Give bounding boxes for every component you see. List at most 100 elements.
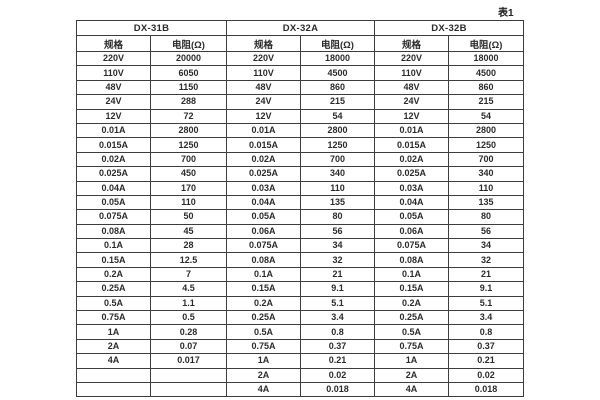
table-cell: 0.04A xyxy=(76,180,151,196)
table-cell: 48V xyxy=(226,79,301,96)
table-row: 0.05A 110 0.04A 135 0.04A 135 xyxy=(76,194,524,211)
table-cell: 48V xyxy=(374,79,449,96)
table-cell: 5.1 xyxy=(300,295,375,312)
table-cell: 0.37 xyxy=(448,338,524,355)
table-row: 0.08A 45 0.06A 56 0.06A 56 xyxy=(76,223,524,240)
table-row: 0.25A 4.5 0.15A 9.1 0.15A 9.1 xyxy=(76,281,524,297)
table-cell: 34 xyxy=(300,238,375,254)
group-header-dx32b: DX-32B xyxy=(374,20,524,36)
sub-header-row: 规格 电阻(Ω) 规格 电阻(Ω) 规格 电阻(Ω) xyxy=(76,35,524,52)
table-cell: 20000 xyxy=(150,50,227,67)
table-cell: 0.75A xyxy=(374,338,449,355)
table-cell: 0.06A xyxy=(374,223,449,240)
table-cell: 0.03A xyxy=(374,180,449,196)
table-cell: 3.4 xyxy=(448,310,524,326)
table-cell xyxy=(150,367,227,383)
table-cell: 24V xyxy=(374,94,449,110)
table-cell: 1A xyxy=(374,353,449,369)
table-cell: 860 xyxy=(300,79,375,96)
table-cell: 0.015A xyxy=(374,137,449,153)
table-row: 0.5A 1.1 0.2A 5.1 0.2A 5.1 xyxy=(76,295,524,312)
table-cell: 1150 xyxy=(150,79,227,96)
table-cell: 0.5A xyxy=(226,324,301,340)
table-row: 0.1A 28 0.075A 34 0.075A 34 xyxy=(76,238,524,254)
table-cell: 3.4 xyxy=(300,310,375,326)
table-cell: 110 xyxy=(300,180,375,196)
table-cell: 0.1A xyxy=(374,266,449,283)
table-cell: 0.75A xyxy=(76,310,151,326)
group-header-dx32a: DX-32A xyxy=(226,20,375,36)
table-cell: 220V xyxy=(226,50,301,67)
table-cell: 220V xyxy=(76,50,151,67)
table-cell xyxy=(76,381,151,398)
table-cell: 0.01A xyxy=(374,122,449,139)
table-cell: 18000 xyxy=(448,50,524,67)
table-cell: 50 xyxy=(150,209,227,225)
table-cell: 18000 xyxy=(300,50,375,67)
table-cell: 24V xyxy=(226,94,301,110)
table-row: 110V 6050 110V 4500 110V 4500 xyxy=(76,65,524,81)
table-cell: 700 xyxy=(150,151,227,168)
table-row: 4A 0.017 1A 0.21 1A 0.21 xyxy=(76,353,524,369)
table-cell: 0.75A xyxy=(226,338,301,355)
col-header-resistance-2: 电阻(Ω) xyxy=(300,35,375,52)
table-cell: 56 xyxy=(300,223,375,240)
table-cell: 860 xyxy=(448,79,524,96)
table-cell: 1A xyxy=(76,324,151,340)
table-cell: 0.5A xyxy=(374,324,449,340)
table-row: 12V 72 12V 54 12V 54 xyxy=(76,108,524,124)
table-row: 4A 0.018 4A 0.018 xyxy=(76,381,524,398)
table-cell: 215 xyxy=(300,94,375,110)
table-cell: 4500 xyxy=(300,65,375,81)
table-cell: 0.8 xyxy=(300,324,375,340)
col-header-resistance-3: 电阻(Ω) xyxy=(448,35,524,52)
table-cell: 0.1A xyxy=(76,238,151,254)
group-header-row: DX-31B DX-32A DX-32B xyxy=(76,20,524,36)
table-row: 0.15A 12.5 0.08A 32 0.08A 32 xyxy=(76,252,524,268)
col-header-resistance-1: 电阻(Ω) xyxy=(150,35,227,52)
resistance-spec-table: DX-31B DX-32A DX-32B 规格 电阻(Ω) 规格 电阻(Ω) 规… xyxy=(76,20,524,398)
table-cell: 0.5A xyxy=(76,295,151,312)
table-cell xyxy=(76,367,151,383)
table-cell: 0.25A xyxy=(76,281,151,297)
table-cell: 12V xyxy=(76,108,151,124)
table-cell: 135 xyxy=(448,194,524,211)
table-cell: 0.05A xyxy=(374,209,449,225)
table-row: 0.01A 2800 0.01A 2800 0.01A 2800 xyxy=(76,122,524,139)
table-cell: 0.02 xyxy=(300,367,375,383)
table-cell: 0.15A xyxy=(374,281,449,297)
table-cell: 12V xyxy=(226,108,301,124)
table-cell: 220V xyxy=(374,50,449,67)
table-row: 0.075A 50 0.05A 80 0.05A 80 xyxy=(76,209,524,225)
table-cell: 9.1 xyxy=(300,281,375,297)
table-cell: 110V xyxy=(374,65,449,81)
table-cell: 700 xyxy=(300,151,375,168)
table-cell: 72 xyxy=(150,108,227,124)
table-caption: 表1 xyxy=(498,8,514,19)
table-cell: 170 xyxy=(150,180,227,196)
table-cell: 0.015A xyxy=(226,137,301,153)
table-cell: 28 xyxy=(150,238,227,254)
table-cell: 56 xyxy=(448,223,524,240)
table-cell: 0.07 xyxy=(150,338,227,355)
table-cell: 0.04A xyxy=(374,194,449,211)
table-cell: 0.075A xyxy=(226,238,301,254)
table-cell: 340 xyxy=(300,166,375,182)
table-cell: 0.02A xyxy=(226,151,301,168)
table-cell: 0.15A xyxy=(226,281,301,297)
table-row: 0.04A 170 0.03A 110 0.03A 110 xyxy=(76,180,524,196)
table-cell: 45 xyxy=(150,223,227,240)
table-cell: 0.018 xyxy=(300,381,375,398)
table-cell: 0.25A xyxy=(374,310,449,326)
table-cell: 12V xyxy=(374,108,449,124)
table-row: 0.2A 7 0.1A 21 0.1A 21 xyxy=(76,266,524,283)
table-cell: 5.1 xyxy=(448,295,524,312)
table-cell: 0.15A xyxy=(76,252,151,268)
table-cell: 2A xyxy=(374,367,449,383)
table-cell: 0.2A xyxy=(374,295,449,312)
table-cell: 4.5 xyxy=(150,281,227,297)
table-cell: 288 xyxy=(150,94,227,110)
table-cell: 0.03A xyxy=(226,180,301,196)
table-cell: 4A xyxy=(76,353,151,369)
